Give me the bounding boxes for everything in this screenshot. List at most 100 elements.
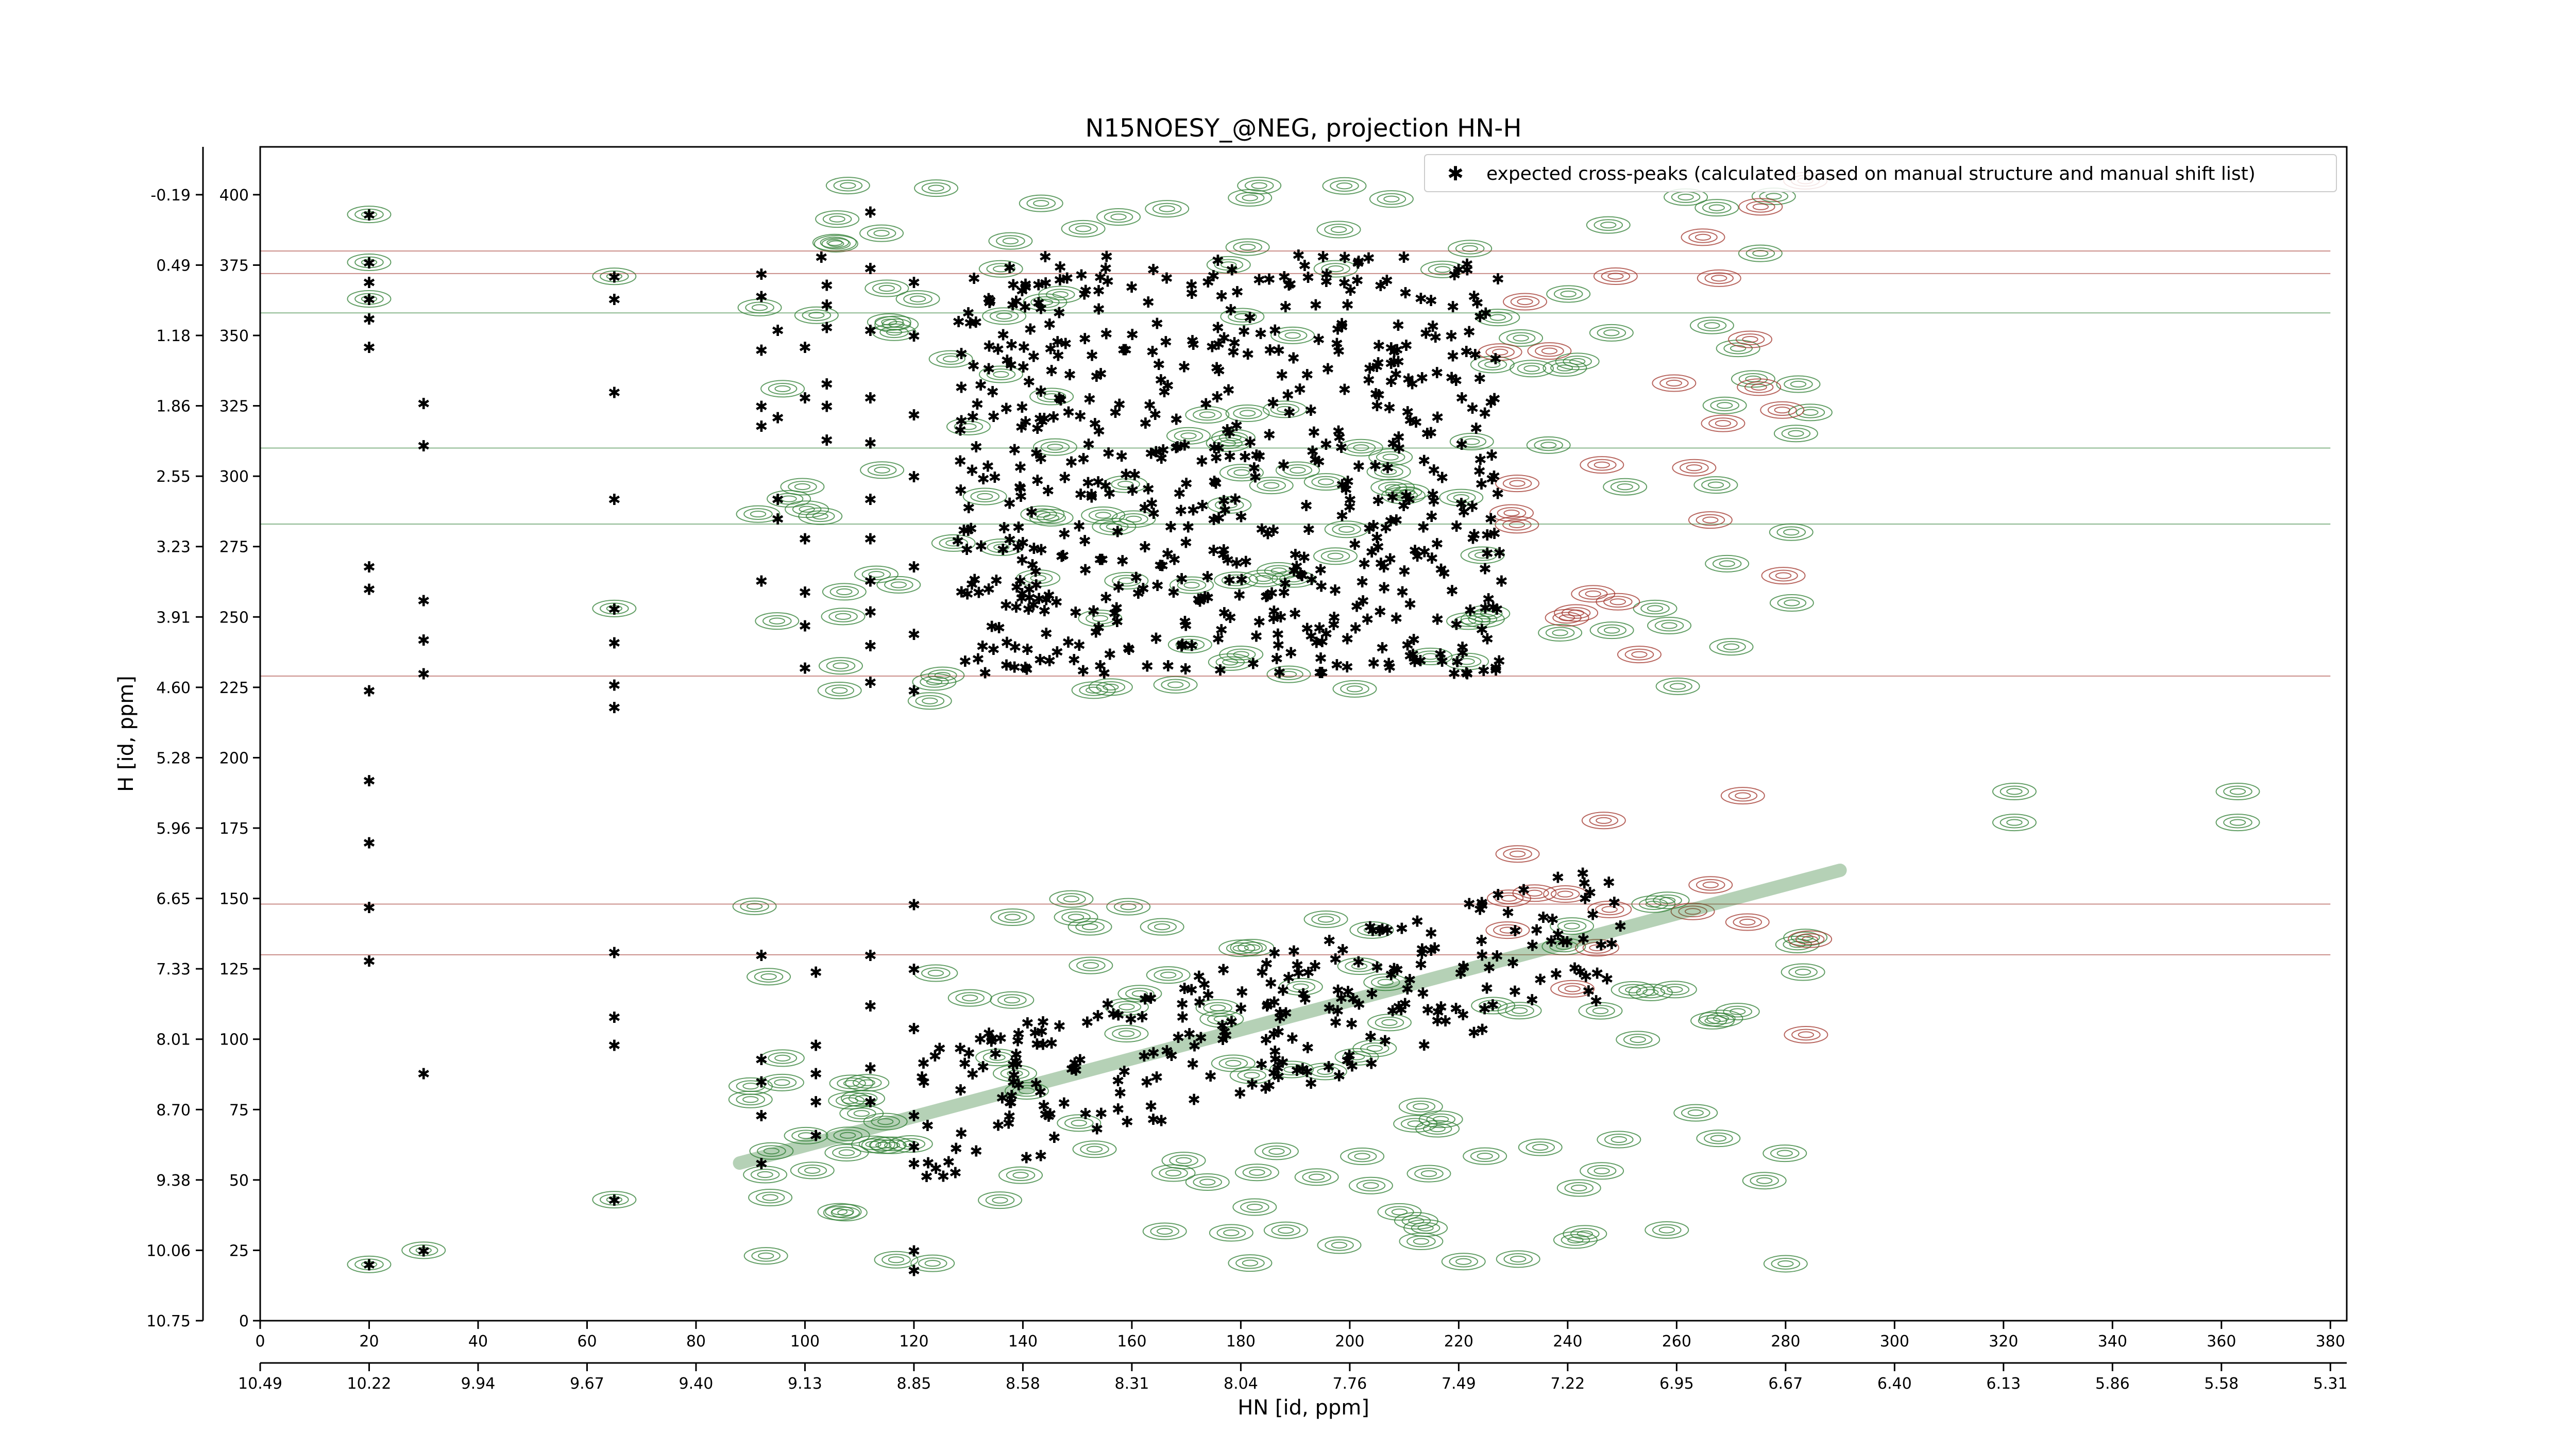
cross-peak-marker: ✱ — [1481, 545, 1494, 563]
contour-ring — [1783, 529, 1800, 536]
cross-peak-marker: ✱ — [1329, 1014, 1342, 1032]
cross-peak-marker: ✱ — [1113, 396, 1126, 414]
contour-ring — [1242, 1166, 1272, 1178]
cross-peak-marker: ✱ — [1416, 369, 1429, 387]
cross-peak-marker: ✱ — [1480, 980, 1493, 998]
cross-peak-marker: ✱ — [907, 407, 920, 425]
cross-peak-marker: ✱ — [1092, 474, 1105, 492]
contour-ring — [1556, 1179, 1601, 1197]
contour-ring — [1610, 481, 1640, 493]
cross-peak-marker: ✱ — [1267, 1065, 1280, 1083]
cross-peak-marker: ✱ — [755, 947, 768, 965]
contour-ring — [1992, 782, 2037, 800]
contour-ring — [1647, 617, 1692, 635]
contour-ring — [1112, 575, 1141, 587]
cross-peak-marker: ✱ — [1009, 639, 1022, 657]
contour-ring — [1719, 560, 1735, 567]
cross-peak-marker: ✱ — [755, 342, 768, 360]
contour-ring — [1593, 267, 1638, 285]
contour-ring — [1697, 269, 1741, 287]
cross-peak-marker: ✱ — [954, 422, 967, 440]
contour-ring — [1737, 378, 1782, 396]
cross-peak-marker: ✱ — [982, 338, 995, 356]
contour-ring — [1193, 1176, 1223, 1188]
cross-peak-marker: ✱ — [1431, 409, 1444, 427]
contour-ring — [988, 232, 1033, 250]
y-tick-label: 225 — [219, 679, 249, 697]
x-tick-label: 40 — [468, 1333, 488, 1351]
contour-ring — [1578, 588, 1608, 600]
cross-peak-marker: ✱ — [1047, 409, 1060, 427]
cross-peak-marker: ✱ — [974, 1031, 987, 1049]
cross-peak-marker: ✱ — [949, 1164, 962, 1182]
cross-peak-marker: ✱ — [1032, 591, 1045, 609]
x-ppm-tick-label: 8.04 — [1224, 1375, 1258, 1393]
cross-peak-marker: ✱ — [1346, 1057, 1359, 1075]
contour-ring — [1394, 1212, 1438, 1230]
cross-peak-marker: ✱ — [1373, 922, 1386, 940]
cross-peak-marker: ✱ — [1210, 359, 1223, 377]
cross-peak-marker: ✱ — [1014, 480, 1027, 498]
cross-peak-marker: ✱ — [1014, 459, 1027, 477]
contour-ring — [361, 259, 378, 266]
cross-peak-marker: ✱ — [1330, 335, 1343, 353]
cross-peak-marker: ✱ — [1418, 1037, 1431, 1055]
cross-peak-marker: ✱ — [1267, 603, 1280, 621]
cross-peak-marker: ✱ — [1402, 371, 1415, 389]
cross-peak-marker: ✱ — [1469, 346, 1482, 364]
cross-peak-marker: ✱ — [1264, 342, 1277, 360]
cross-peak-marker: ✱ — [1491, 485, 1504, 503]
x-axis-ppm: 10.49 10.22 9.94 9.67 9.40 9.13 8.85 8.58 8.31 8.… — [238, 1363, 2348, 1393]
cross-peak-marker: ✱ — [988, 469, 1001, 487]
contour-ring — [1769, 569, 1798, 582]
contour-ring — [791, 1130, 821, 1142]
contour-ring — [867, 464, 897, 476]
contour-ring — [1596, 817, 1612, 824]
contour-ring — [794, 483, 811, 491]
cross-peak-marker: ✱ — [1378, 580, 1391, 598]
cross-peak-marker: ✱ — [1092, 282, 1105, 300]
cross-peak-marker: ✱ — [1007, 1073, 1020, 1091]
contour-ring — [1237, 177, 1282, 195]
contour-ring — [1313, 547, 1358, 565]
contour-ring — [1441, 1253, 1486, 1271]
contour-ring — [1452, 655, 1482, 668]
contour-ring — [1000, 1067, 1030, 1080]
contour-ring — [1501, 895, 1517, 902]
contour-ring — [1773, 425, 1818, 443]
cross-peak-marker: ✱ — [1000, 400, 1013, 418]
cross-peak-marker: ✱ — [1249, 469, 1262, 487]
contour-ring — [1468, 613, 1498, 625]
contour-ring — [1677, 193, 1694, 201]
cross-peak-marker: ✱ — [907, 468, 920, 486]
contour-ring — [1356, 1180, 1386, 1192]
cross-peak-marker: ✱ — [1208, 473, 1221, 491]
contour-ring — [1478, 343, 1522, 361]
contour-ring — [743, 1247, 788, 1265]
cross-peak-marker: ✱ — [1446, 347, 1459, 365]
x-tick-label: 100 — [790, 1333, 820, 1351]
cross-peak-marker: ✱ — [1574, 963, 1587, 981]
contour-ring — [831, 687, 848, 694]
cross-peak-marker: ✱ — [1070, 1062, 1082, 1080]
contour-ring — [990, 908, 1035, 926]
cross-peak-marker: ✱ — [1309, 451, 1321, 469]
contour-ring — [1167, 635, 1212, 653]
contour-ring — [1706, 1013, 1736, 1024]
contour-ring — [1235, 192, 1265, 204]
contour-ring — [1658, 1226, 1675, 1234]
cross-peak-marker: ✱ — [1341, 630, 1354, 648]
contour-ring — [1999, 816, 2029, 829]
contour-ring — [888, 1135, 933, 1153]
cross-peak-marker: ✱ — [755, 398, 768, 416]
contour-ring — [2223, 816, 2252, 829]
contour-ring — [992, 1065, 1037, 1083]
contour-ring — [1275, 461, 1320, 479]
cross-peak-marker: ✱ — [1341, 296, 1354, 314]
cross-peak-marker: ✱ — [1018, 339, 1030, 357]
cross-peak-marker: ✱ — [1267, 1025, 1280, 1043]
cross-peak-marker: ✱ — [864, 260, 877, 278]
cross-peak-marker: ✱ — [1178, 359, 1191, 377]
contour-ring — [1557, 920, 1587, 932]
cross-peak-marker: ✱ — [994, 1030, 1007, 1048]
